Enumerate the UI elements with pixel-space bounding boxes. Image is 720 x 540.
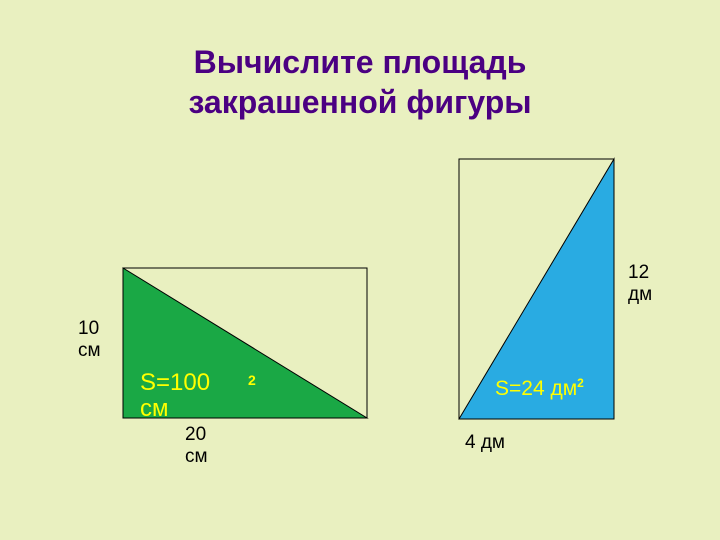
right-side-label: 12 дм xyxy=(628,262,668,306)
right-area-exponent: 2 xyxy=(577,376,584,390)
right-area-text: S=24 дм xyxy=(495,377,577,400)
right-area-formula: S=24 дм2 xyxy=(495,376,584,401)
right-bottom-label: 4 дм xyxy=(465,432,505,454)
right-figure xyxy=(0,0,720,540)
